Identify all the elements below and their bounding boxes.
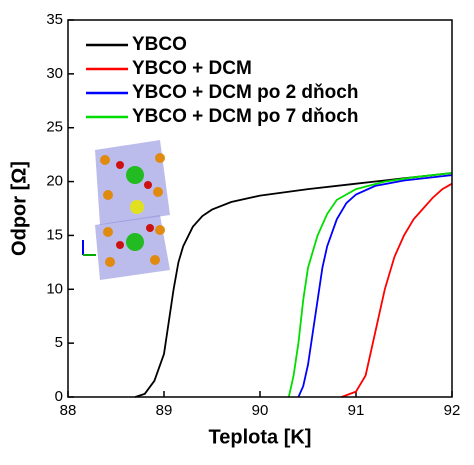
x-axis-label: Teplota [K] bbox=[209, 426, 312, 448]
crystal-inset bbox=[82, 140, 170, 280]
y-tick-label: 10 bbox=[46, 280, 63, 297]
legend-label: YBCO + DCM bbox=[132, 58, 252, 79]
y-tick-label: 0 bbox=[55, 388, 63, 405]
y-tick-label: 15 bbox=[46, 226, 63, 243]
series-line bbox=[134, 172, 453, 398]
y-tick-label: 20 bbox=[46, 173, 63, 190]
y-tick-label: 25 bbox=[46, 119, 63, 136]
x-tick-label: 90 bbox=[252, 402, 269, 419]
x-tick-label: 89 bbox=[156, 402, 173, 419]
x-tick-label: 88 bbox=[60, 402, 77, 419]
series-line bbox=[297, 174, 453, 398]
y-axis-label: Odpor [Ω] bbox=[8, 161, 30, 256]
y-tick-label: 30 bbox=[46, 65, 63, 82]
x-tick-label: 91 bbox=[348, 402, 365, 419]
y-tick-label: 5 bbox=[55, 334, 63, 351]
x-tick-label: 92 bbox=[444, 402, 461, 419]
series-line bbox=[341, 182, 453, 398]
legend-label: YBCO + DCM po 2 dňoch bbox=[132, 82, 358, 103]
legend-label: YBCO bbox=[132, 34, 187, 55]
series-line bbox=[287, 172, 453, 398]
legend-label: YBCO + DCM po 7 dňoch bbox=[132, 106, 358, 127]
plot-frame bbox=[67, 19, 453, 398]
y-tick-label: 35 bbox=[46, 11, 63, 28]
